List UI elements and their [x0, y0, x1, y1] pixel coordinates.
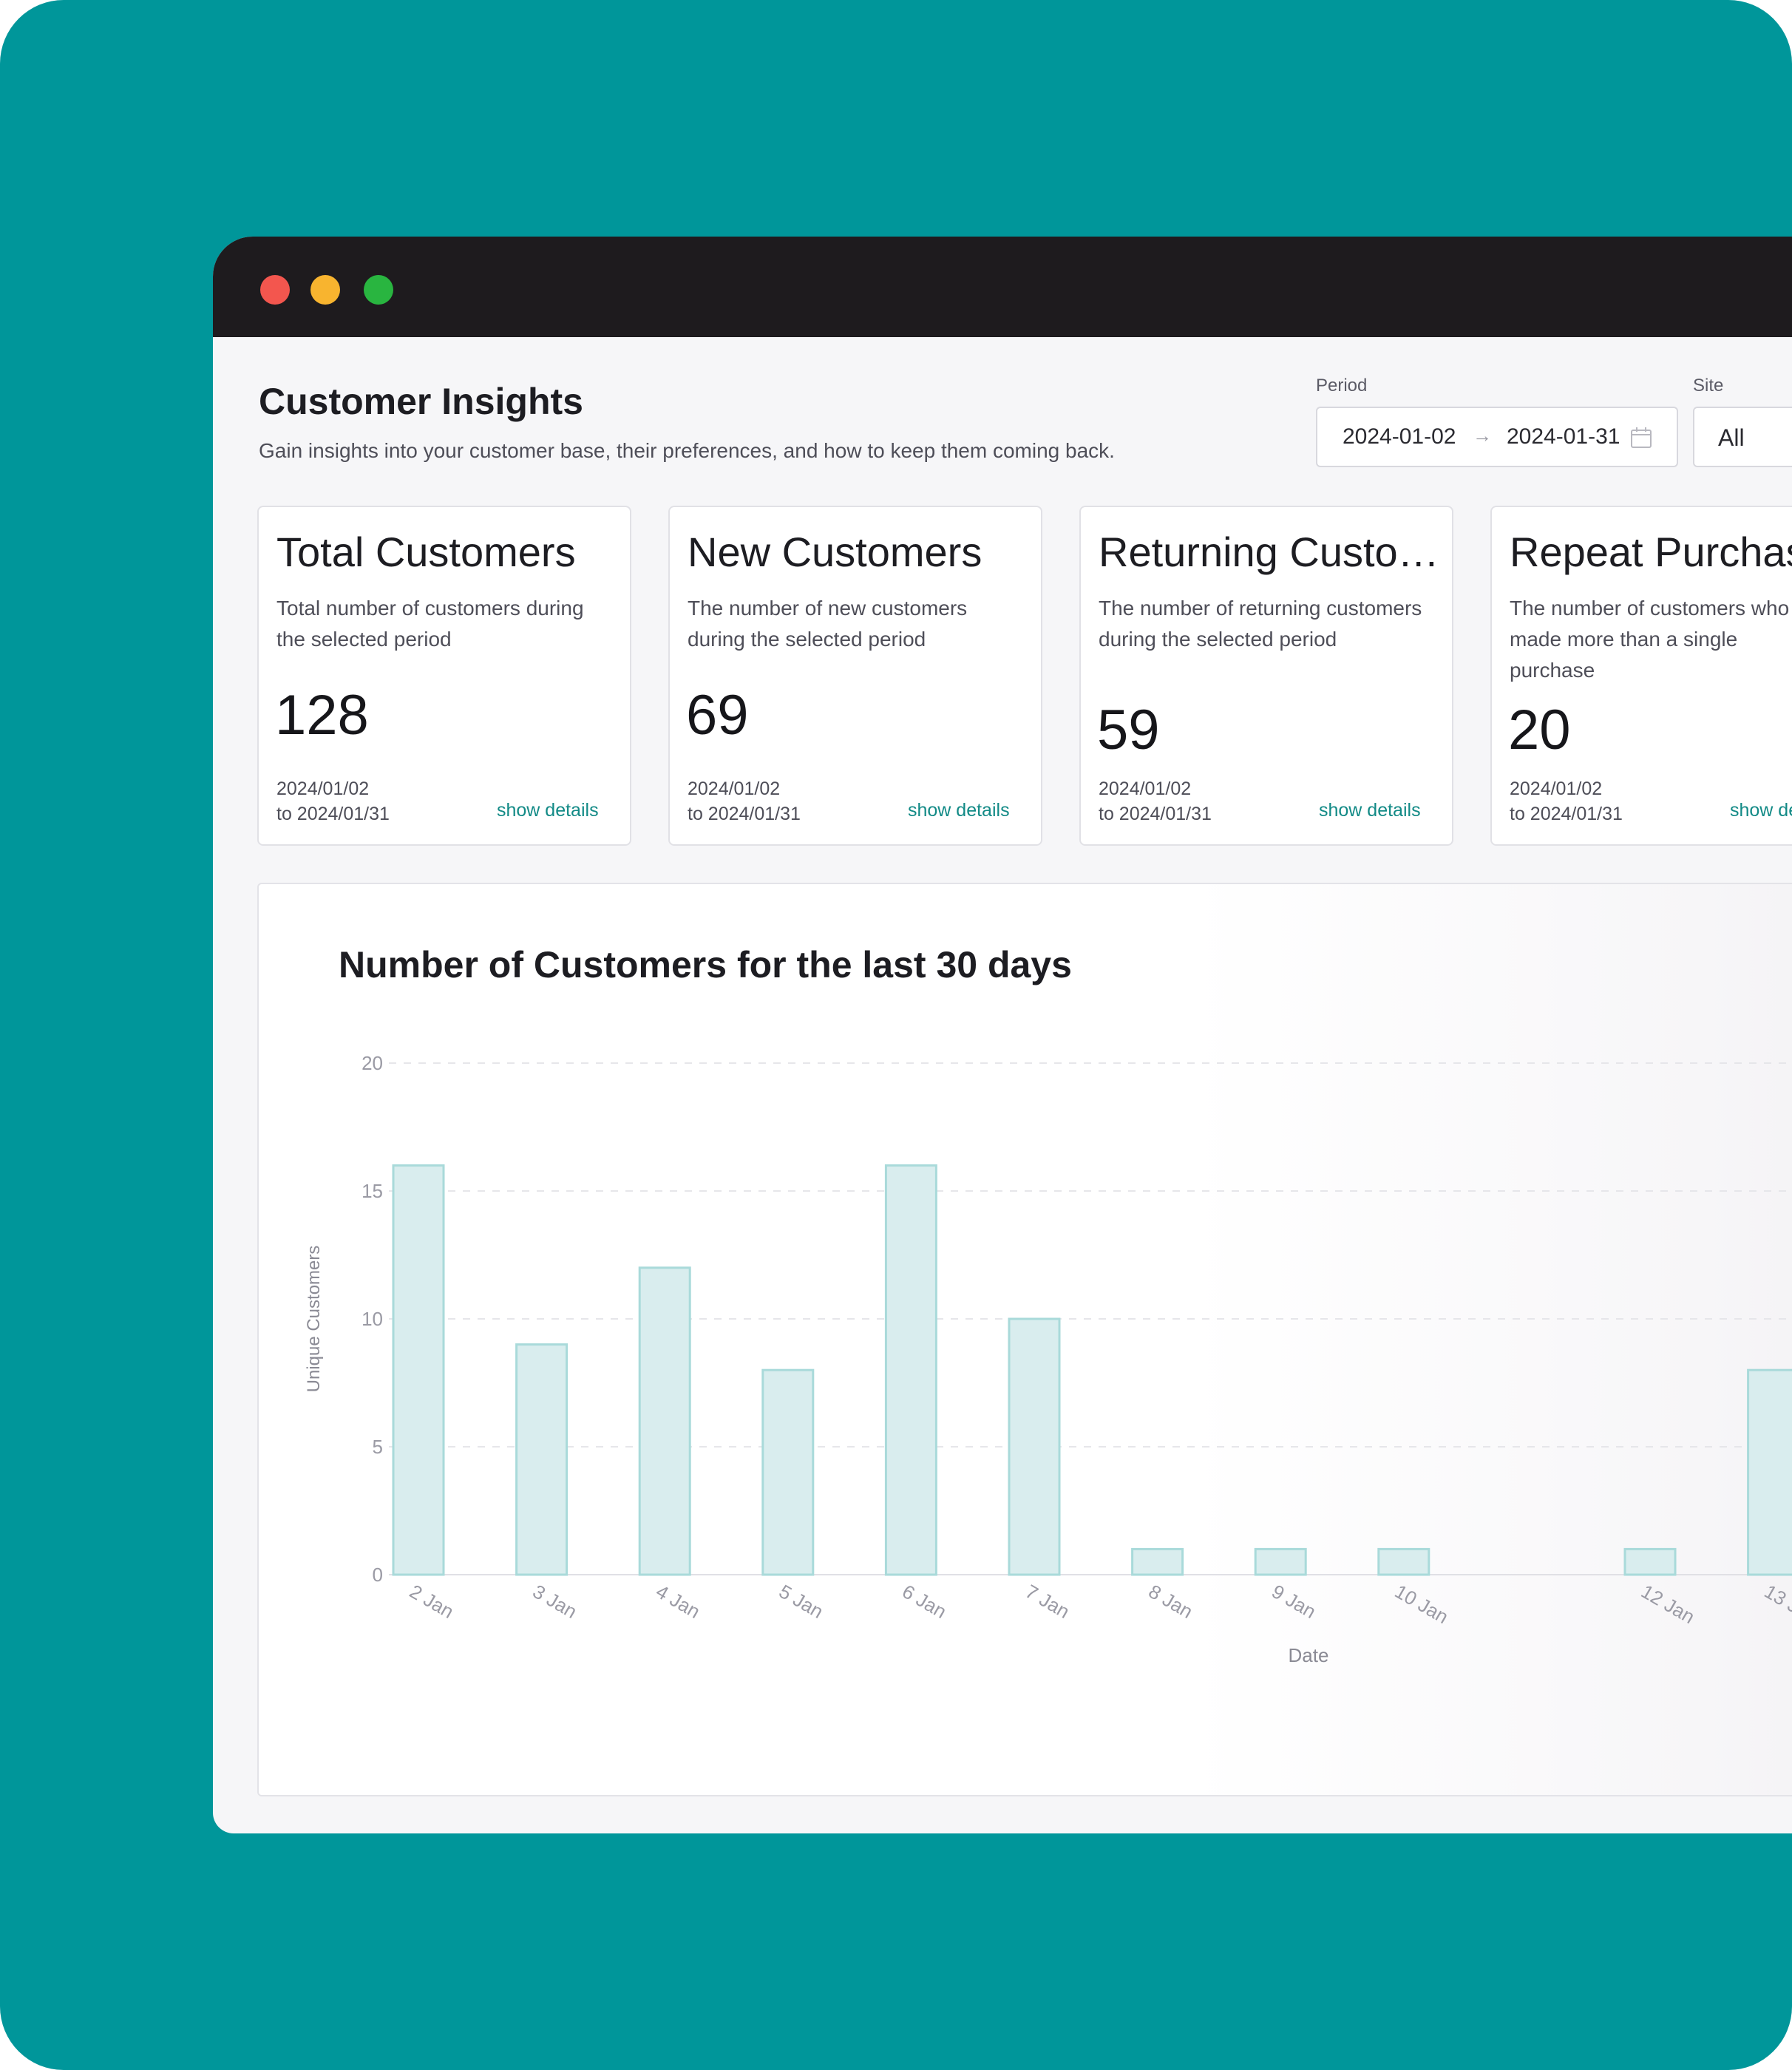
card-date-range: 2024/01/02 to 2024/01/31	[1510, 776, 1623, 827]
site-label: Site	[1693, 376, 1724, 396]
x-tick-label: 10 Jan	[1391, 1580, 1453, 1628]
y-tick-label: 15	[362, 1180, 383, 1202]
bar	[392, 1164, 445, 1576]
card-range-from: 2024/01/02	[276, 778, 370, 799]
bar	[884, 1164, 937, 1576]
show-details-link[interactable]: show details	[1319, 800, 1421, 821]
bar	[1008, 1317, 1061, 1576]
bar	[1377, 1547, 1430, 1576]
returning-customers-card: Returning Customers The number of return…	[1079, 506, 1453, 846]
app-window: Customer Insights Gain insights into you…	[213, 237, 1792, 1833]
bar	[1623, 1547, 1677, 1576]
chart-title: Number of Customers for the last 30 days	[339, 944, 1072, 985]
card-range-from: 2024/01/02	[1099, 778, 1192, 799]
x-tick-label: 13 Jan	[1761, 1580, 1792, 1628]
x-tick-label: 6 Jan	[898, 1580, 950, 1623]
card-date-range: 2024/01/02 to 2024/01/31	[276, 776, 390, 827]
period-range-picker[interactable]: 2024-01-02 → 2024-01-31	[1316, 407, 1678, 467]
card-description: The number of returning customers during…	[1099, 597, 1422, 651]
calendar-icon[interactable]	[1629, 426, 1653, 449]
range-arrow-icon: →	[1473, 424, 1492, 447]
y-axis-title: Unique Customers	[304, 1246, 324, 1393]
card-title: Returning Customers	[1099, 529, 1446, 575]
repeat-purchasers-card: Repeat Purchasers The number of customer…	[1490, 506, 1792, 846]
period-start-input[interactable]: 2024-01-02	[1343, 424, 1456, 449]
page-title: Customer Insights	[259, 381, 583, 422]
card-date-range: 2024/01/02 to 2024/01/31	[1099, 776, 1212, 827]
customers-bar-chart: 0 5 10 15 20 2 Jan 3 Jan 4 Jan 5 Jan 6 Jan 7 Jan 8 …	[304, 1052, 1792, 1666]
card-description: The number of customers who made more th…	[1510, 597, 1790, 682]
y-tick-label: 0	[373, 1564, 383, 1586]
card-range-to: to 2024/01/31	[688, 804, 801, 824]
x-tick-label: 4 Jan	[652, 1580, 704, 1623]
card-title: Total Customers	[276, 529, 576, 575]
page-content: Customer Insights Gain insights into you…	[213, 337, 1792, 1833]
bar	[1131, 1547, 1184, 1576]
y-tick-label: 20	[362, 1052, 383, 1074]
y-tick-label: 5	[373, 1436, 383, 1458]
show-details-link[interactable]: show details	[908, 800, 1010, 821]
bar	[1747, 1368, 1792, 1576]
card-title: New Customers	[688, 529, 982, 575]
card-value: 59	[1097, 699, 1160, 761]
window-titlebar	[213, 237, 1792, 337]
x-tick-label: 7 Jan	[1022, 1580, 1073, 1623]
close-window-button[interactable]	[260, 275, 290, 305]
card-title: Repeat Purchasers	[1510, 529, 1792, 575]
bar	[515, 1343, 569, 1576]
y-tick-label: 10	[362, 1308, 383, 1330]
card-value: 69	[686, 684, 749, 747]
x-tick-label: 8 Jan	[1145, 1580, 1197, 1623]
new-customers-card: New Customers The number of new customer…	[668, 506, 1042, 846]
bar	[761, 1368, 815, 1576]
card-value: 20	[1508, 699, 1571, 761]
x-tick-label: 2 Jan	[406, 1580, 458, 1623]
card-range-to: to 2024/01/31	[276, 804, 390, 824]
site-select[interactable]: All	[1693, 407, 1792, 467]
card-description: Total number of customers during the sel…	[276, 597, 584, 651]
card-range-from: 2024/01/02	[688, 778, 781, 799]
customers-chart-panel: Number of Customers for the last 30 days…	[257, 883, 1792, 1796]
x-tick-label: 9 Jan	[1268, 1580, 1320, 1623]
card-range-to: to 2024/01/31	[1099, 804, 1212, 824]
x-tick-label: 5 Jan	[775, 1580, 827, 1623]
show-details-link[interactable]: show details	[1730, 800, 1792, 821]
bar	[1254, 1547, 1307, 1576]
site-select-value: All	[1718, 424, 1745, 451]
period-label: Period	[1316, 376, 1368, 396]
card-description: The number of new customers during the s…	[688, 597, 968, 651]
total-customers-card: Total Customers Total number of customer…	[257, 506, 631, 846]
x-tick-label: 12 Jan	[1637, 1580, 1699, 1628]
card-date-range: 2024/01/02 to 2024/01/31	[688, 776, 801, 827]
card-value: 128	[275, 684, 369, 747]
card-range-to: to 2024/01/31	[1510, 804, 1623, 824]
period-end-input[interactable]: 2024-01-31	[1507, 424, 1620, 449]
maximize-window-button[interactable]	[364, 275, 393, 305]
bar	[638, 1266, 691, 1576]
show-details-link[interactable]: show details	[497, 800, 599, 821]
x-axis-title: Date	[1289, 1644, 1329, 1666]
x-tick-label: 3 Jan	[529, 1580, 581, 1623]
minimize-window-button[interactable]	[310, 275, 340, 305]
page-subtitle: Gain insights into your customer base, t…	[259, 439, 1115, 462]
card-range-from: 2024/01/02	[1510, 778, 1603, 799]
